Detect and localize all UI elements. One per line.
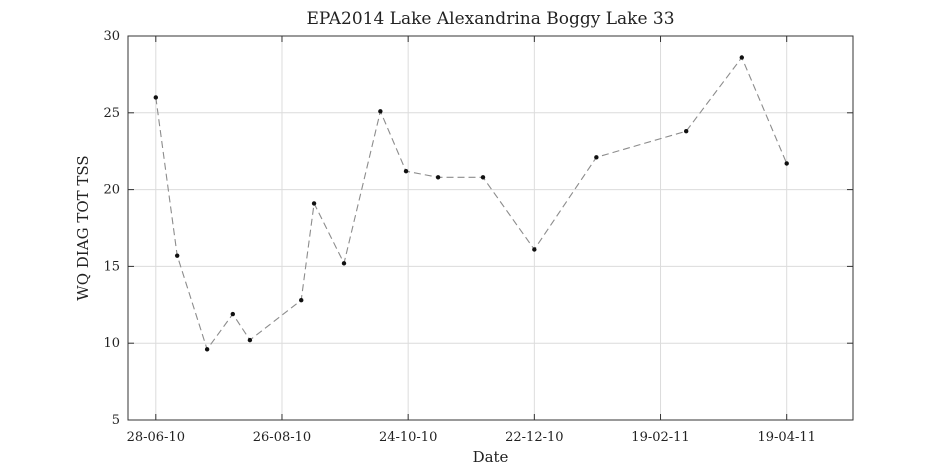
- data-point: [739, 55, 744, 60]
- data-point: [532, 247, 537, 252]
- grid-lines: [128, 35, 853, 421]
- data-point: [683, 129, 689, 134]
- data-point: [247, 337, 253, 343]
- data-point: [594, 155, 599, 160]
- x-tick-label: 28-06-10: [127, 430, 185, 445]
- y-tick-label: 25: [103, 106, 120, 121]
- data-point: [230, 311, 235, 317]
- y-axis-label: WQ DIAG TOT TSS: [74, 155, 92, 300]
- series-line: [155, 56, 788, 351]
- y-tick-label: 10: [103, 336, 120, 351]
- data-point: [341, 261, 347, 266]
- data-point: [204, 347, 210, 352]
- x-tick-label: 19-04-11: [757, 430, 815, 445]
- data-point: [435, 175, 441, 180]
- data-point: [480, 175, 486, 180]
- data-point: [784, 161, 789, 166]
- data-point: [174, 253, 180, 258]
- x-tick-label: 26-08-10: [253, 430, 311, 445]
- data-point: [311, 201, 317, 206]
- axis-ticks: 5 10 15 20 25 30 28-06-10 26-08-10 24-10-10 22-12…: [103, 29, 853, 445]
- plot-area-frame: [127, 35, 854, 421]
- data-point: [403, 168, 409, 174]
- data-series: [153, 55, 789, 352]
- data-point: [378, 109, 383, 114]
- x-tick-label: 19-02-11: [631, 430, 689, 445]
- data-point: [153, 95, 159, 100]
- data-point: [299, 297, 304, 303]
- y-tick-label: 15: [103, 259, 120, 274]
- y-tick-label: 5: [112, 413, 120, 428]
- x-axis-label: Date: [473, 448, 509, 466]
- x-tick-label: 22-12-10: [505, 430, 563, 445]
- y-tick-label: 20: [103, 183, 120, 198]
- x-tick-label: 24-10-10: [379, 430, 437, 445]
- y-tick-label: 30: [103, 29, 120, 44]
- chart-title: EPA2014 Lake Alexandrina Boggy Lake 33: [306, 9, 674, 29]
